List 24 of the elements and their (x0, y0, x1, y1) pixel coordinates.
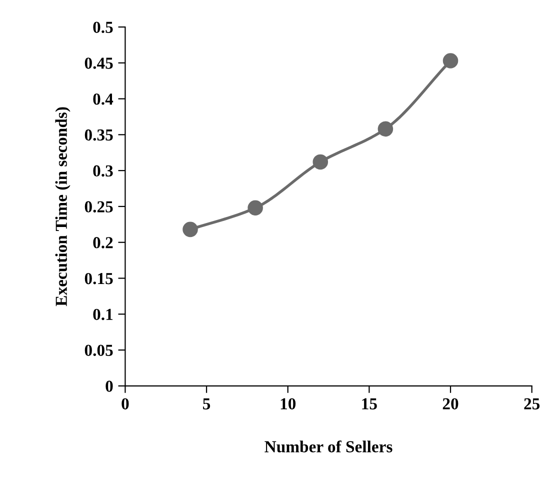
x-tick-label: 10 (280, 398, 296, 410)
y-tick-label: 0.4 (93, 93, 114, 105)
y-tick-label: 0.35 (84, 129, 113, 141)
x-tick-label: 0 (122, 398, 129, 410)
y-tick-label: 0.25 (84, 201, 113, 212)
point (182, 222, 198, 238)
point (378, 121, 394, 137)
x-axis-title: Number of Sellers (264, 440, 392, 452)
y-tick-label: 0.15 (84, 272, 113, 284)
point (442, 53, 458, 68)
x-tick-label: 25 (524, 398, 540, 410)
point (312, 154, 328, 170)
y-tick-label: 0.5 (93, 22, 113, 34)
point (248, 200, 263, 216)
y-tick-label: 0.45 (84, 58, 113, 69)
y-tick-label: 0.3 (93, 165, 113, 177)
y-tick-label: 0.1 (93, 308, 113, 320)
y-tick-label: 0 (106, 380, 113, 392)
y-axis-title: Execution Time (in seconds) (55, 107, 70, 306)
y-tick-label: 0.2 (93, 237, 113, 248)
x-tick-label: 15 (362, 398, 377, 410)
y-tick-label: 0.05 (84, 344, 113, 356)
x-tick-label: 5 (203, 398, 210, 410)
x-tick-label: 20 (442, 398, 458, 410)
